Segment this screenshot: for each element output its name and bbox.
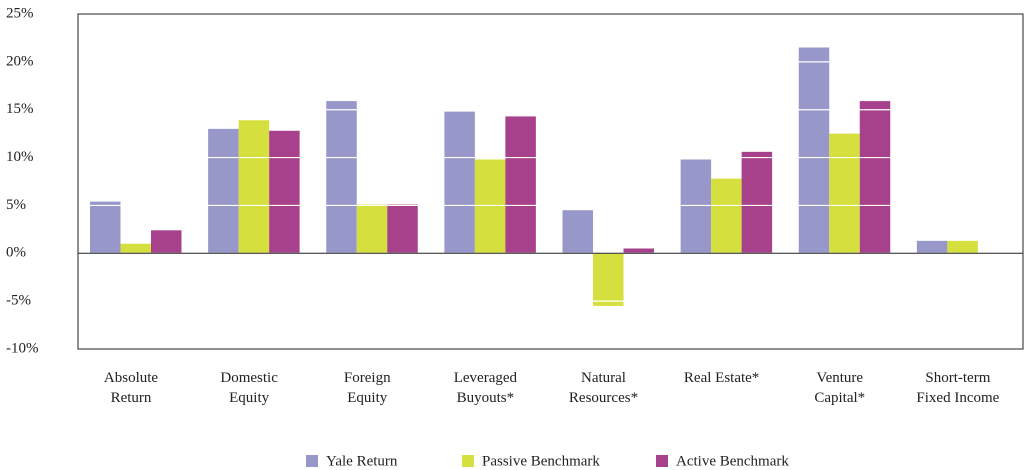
legend-swatch	[306, 455, 318, 467]
legend-label: Yale Return	[326, 453, 398, 469]
bar	[269, 130, 300, 254]
bar	[859, 101, 891, 254]
x-tick-label: Natural Resources*	[568, 370, 639, 406]
bar	[387, 204, 418, 254]
bar	[829, 133, 860, 254]
bars	[90, 47, 978, 306]
bar	[356, 204, 388, 254]
x-tick-label: Absolute Return	[103, 370, 159, 406]
bar	[238, 120, 270, 254]
bar	[593, 253, 624, 306]
y-tick-label: 10%	[6, 149, 34, 165]
bar	[444, 111, 475, 254]
bar	[741, 151, 773, 254]
y-tick-label: -5%	[6, 293, 31, 309]
bar	[711, 178, 742, 254]
x-tick-label: Foreign Equity	[343, 370, 391, 406]
x-tick-label: Leveraged Buyouts*	[453, 370, 518, 406]
y-tick-label: -10%	[6, 340, 39, 356]
plot-frame	[77, 13, 1024, 350]
bar	[208, 128, 239, 254]
y-tick-label: 25%	[6, 5, 34, 21]
y-tick-label: 20%	[6, 53, 34, 69]
legend-swatch	[462, 455, 474, 467]
bar	[90, 201, 121, 254]
bar	[798, 47, 830, 254]
x-tick-label: Domestic Equity	[220, 370, 278, 406]
y-tick-label: 5%	[6, 197, 26, 213]
x-tick-label: Short-term Fixed Income	[916, 370, 1000, 406]
y-tick-label: 0%	[6, 245, 26, 261]
bar	[474, 159, 506, 254]
bar	[505, 116, 536, 254]
x-tick-label: Real Estate*	[683, 370, 760, 386]
y-tick-label: 15%	[6, 101, 34, 117]
bar	[623, 248, 654, 254]
x-tick-label: Venture Capital*	[814, 370, 866, 406]
bar	[947, 240, 978, 254]
bar	[562, 210, 593, 254]
bar	[326, 101, 357, 254]
bar	[680, 159, 712, 254]
legend-label: Active Benchmark	[676, 453, 789, 469]
legend-swatch	[656, 455, 668, 467]
legend-label: Passive Benchmark	[482, 453, 600, 469]
bar	[120, 243, 151, 254]
bar	[151, 230, 182, 254]
bar	[916, 240, 948, 254]
